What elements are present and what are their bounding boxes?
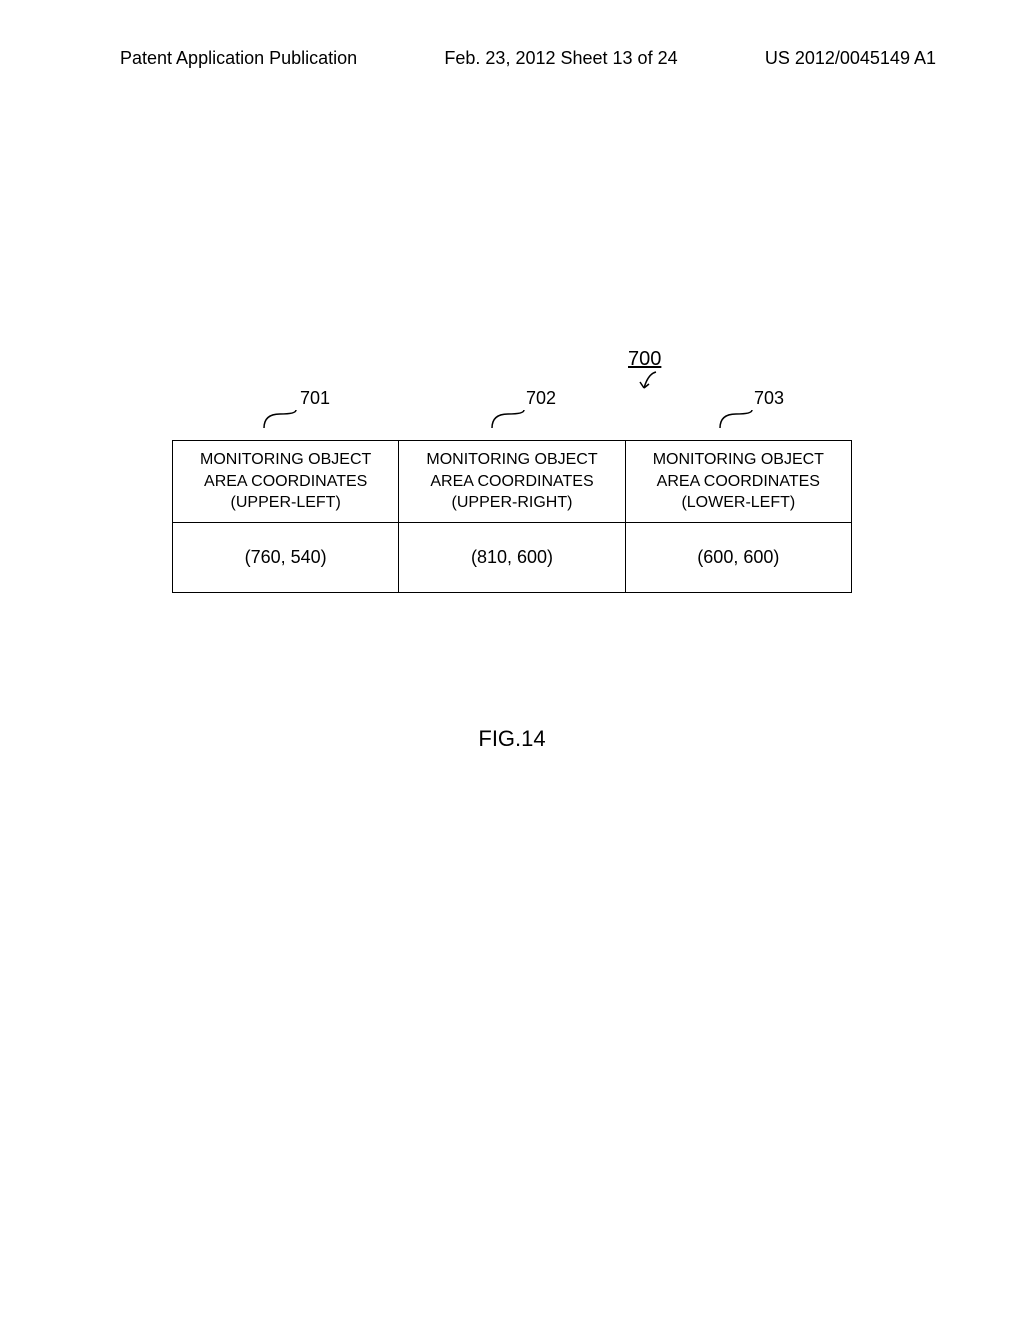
header-text: MONITORING OBJECT — [653, 451, 824, 468]
table-row: (760, 540) (810, 600) (600, 600) — [173, 522, 852, 592]
header-left: Patent Application Publication — [120, 48, 357, 69]
column-ref-1: 701 — [300, 388, 330, 409]
bracket-icon — [490, 408, 526, 430]
figure-ref-number: 700 — [628, 348, 661, 371]
header-text: AREA COORDINATES — [430, 473, 593, 490]
header-text: (UPPER-RIGHT) — [452, 494, 573, 511]
table-header-cell: MONITORING OBJECT AREA COORDINATES (LOWE… — [625, 441, 851, 523]
bracket-icon — [718, 408, 754, 430]
table-cell: (600, 600) — [625, 522, 851, 592]
table-header-cell: MONITORING OBJECT AREA COORDINATES (UPPE… — [173, 441, 399, 523]
figure-caption: FIG.14 — [0, 726, 1024, 752]
header-text: (UPPER-LEFT) — [231, 494, 341, 511]
patent-header: Patent Application Publication Feb. 23, … — [0, 0, 1024, 69]
table-header-cell: MONITORING OBJECT AREA COORDINATES (UPPE… — [399, 441, 625, 523]
table-cell: (760, 540) — [173, 522, 399, 592]
header-right: US 2012/0045149 A1 — [765, 48, 936, 69]
table-header-row: MONITORING OBJECT AREA COORDINATES (UPPE… — [173, 441, 852, 523]
coordinates-table: MONITORING OBJECT AREA COORDINATES (UPPE… — [172, 440, 852, 593]
header-text: AREA COORDINATES — [204, 473, 367, 490]
header-center: Feb. 23, 2012 Sheet 13 of 24 — [444, 48, 677, 69]
column-ref-2: 702 — [526, 388, 556, 409]
header-text: (LOWER-LEFT) — [681, 494, 795, 511]
header-text: MONITORING OBJECT — [426, 451, 597, 468]
table-cell: (810, 600) — [399, 522, 625, 592]
header-text: AREA COORDINATES — [657, 473, 820, 490]
bracket-icon — [262, 408, 298, 430]
header-text: MONITORING OBJECT — [200, 451, 371, 468]
column-ref-3: 703 — [754, 388, 784, 409]
column-labels-row: 701 702 703 — [172, 390, 852, 440]
figure-container: 700 701 702 703 MONITORING OBJECT AREA C… — [172, 390, 852, 593]
